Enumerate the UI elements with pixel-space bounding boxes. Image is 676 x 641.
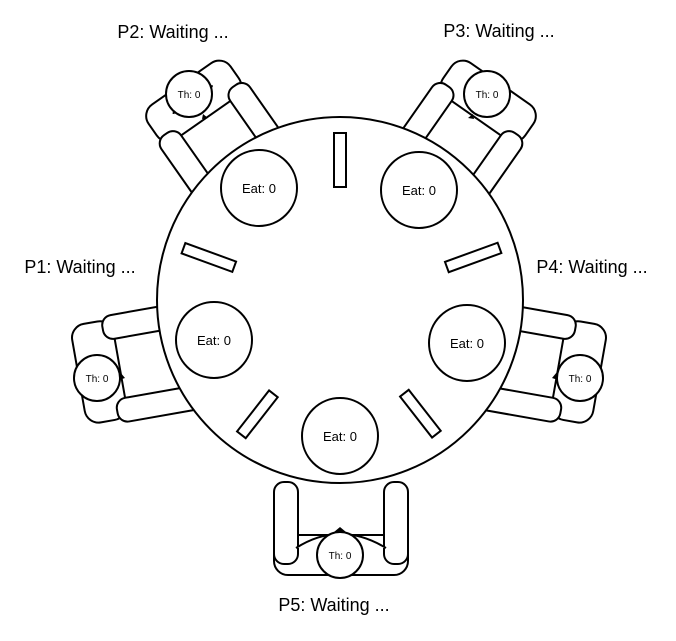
fork-bottom-left xyxy=(235,389,280,440)
p2-think-count: Th: 0 xyxy=(178,90,201,101)
svg-text:Eat: 0: Eat: 0 xyxy=(197,333,231,348)
p4-think-count: Th: 0 xyxy=(569,374,592,385)
philosopher-p4-head: Th: 0 xyxy=(552,354,604,402)
plate-p1: Eat: 0 xyxy=(175,301,253,379)
p1-think-count: Th: 0 xyxy=(86,374,109,385)
fork-top xyxy=(333,132,347,188)
p4-status-label: P4: Waiting ... xyxy=(536,257,647,277)
philosopher-p1-head: Th: 0 xyxy=(73,354,125,402)
plate-p5: Eat: 0 xyxy=(301,397,379,475)
philosopher-p5-head: Th: 0 xyxy=(316,527,364,579)
fork-bottom-right xyxy=(398,388,443,439)
plate-p3: Eat: 0 xyxy=(380,151,458,229)
fork-left xyxy=(180,241,238,274)
p5-status-label: P5: Waiting ... xyxy=(278,595,389,615)
p5-armrest-left xyxy=(273,481,299,565)
philosopher-p3-head: Th: 0 xyxy=(463,70,511,119)
p5-armrest-right xyxy=(383,481,409,565)
svg-text:Eat: 0: Eat: 0 xyxy=(242,181,276,196)
p1-status-label: P1: Waiting ... xyxy=(24,257,135,277)
svg-text:Eat: 0: Eat: 0 xyxy=(450,336,484,351)
p2-status-label: P2: Waiting ... xyxy=(117,22,228,42)
p3-think-count: Th: 0 xyxy=(476,90,499,101)
plate-p4: Eat: 0 xyxy=(428,304,506,382)
fork-right xyxy=(443,241,503,274)
svg-text:Eat: 0: Eat: 0 xyxy=(323,429,357,444)
p5-think-count: Th: 0 xyxy=(329,551,352,562)
svg-text:Eat: 0: Eat: 0 xyxy=(402,183,436,198)
p3-status-label: P3: Waiting ... xyxy=(443,21,554,41)
plate-p2: Eat: 0 xyxy=(220,149,298,227)
philosopher-p2-head: Th: 0 xyxy=(165,70,213,119)
